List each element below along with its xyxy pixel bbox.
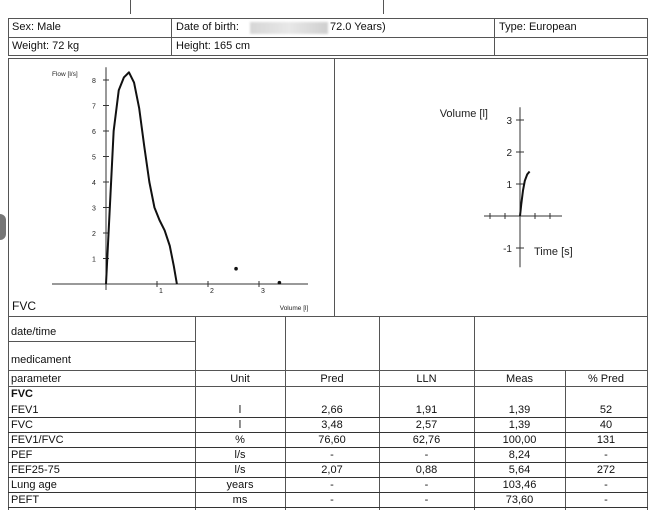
flow-y-axis-label: Flow [l/s]	[52, 71, 78, 78]
row-unit: ms	[232, 494, 248, 506]
row-parameter: FVC	[11, 419, 33, 431]
col-header-pred: Pred	[320, 373, 344, 385]
vt-y-tick-label: 2	[506, 148, 512, 159]
row-parameter: Lung age	[11, 479, 57, 491]
flow-y-tick-label: 4	[92, 180, 96, 187]
height-field: Height: 165 cm	[176, 40, 250, 52]
medicament-label: medicament	[11, 354, 71, 366]
row-meas: 73,60	[505, 494, 534, 506]
row-unit: l/s	[234, 464, 246, 476]
flow-y-tick-label: 8	[92, 78, 96, 85]
type-field: Type: European	[499, 21, 577, 33]
row-parameter: PEF	[11, 449, 33, 461]
binder-hole	[0, 214, 6, 240]
row-unit: %	[235, 434, 245, 446]
flow-y-tick-label: 7	[92, 104, 96, 111]
flow-x-tick-label: 3	[261, 288, 265, 295]
weight-field: Weight: 72 kg	[12, 40, 80, 52]
row-parameter: PEFT	[11, 494, 40, 506]
vt-y-tick-label: 1	[506, 180, 512, 191]
volume-time-curve	[519, 170, 531, 217]
charts-frame	[8, 58, 648, 316]
row-lln: 1,91	[415, 404, 438, 416]
flow-y-tick-label: 5	[92, 155, 96, 162]
row-pred: 76,60	[318, 434, 346, 446]
section-title-fvc: FVC	[11, 388, 33, 400]
col-header-lln: LLN	[416, 373, 437, 385]
row-unit: l/s	[234, 449, 246, 461]
row-meas: 103,46	[502, 479, 537, 491]
patient-header: Sex: Male Weight: 72 kg Date of birth: 7…	[8, 18, 648, 56]
row-unit: l	[238, 404, 242, 416]
row-meas: 1,39	[508, 419, 531, 431]
row-meas: 8,24	[508, 449, 531, 461]
row-pred: -	[330, 479, 334, 491]
col-header-pct-pred: % Pred	[587, 373, 625, 385]
row-pct: 131	[596, 434, 616, 446]
fvc-chart-label: FVC	[12, 299, 36, 313]
flow-marker-point	[277, 280, 282, 285]
row-pct: 272	[596, 464, 616, 476]
flow-x-tick-label: 2	[210, 288, 214, 295]
row-lln: 62,76	[412, 434, 441, 446]
row-pred: 2,66	[321, 404, 343, 416]
flow-y-tick-label: 3	[92, 206, 96, 213]
row-unit: years	[226, 479, 254, 491]
row-unit: l	[238, 419, 242, 431]
top-divider-2	[383, 0, 384, 14]
col-header-parameter: parameter	[11, 373, 62, 385]
row-pred: -	[330, 449, 334, 461]
row-meas: 1,39	[508, 404, 531, 416]
dob-label: Date of birth:	[176, 21, 239, 33]
col-header-meas: Meas	[506, 373, 533, 385]
row-parameter: FEV1/FVC	[11, 434, 64, 446]
row-lln: -	[424, 449, 429, 461]
flow-y-tick-label: 2	[92, 231, 96, 238]
row-lln: 0,88	[415, 464, 438, 476]
flow-volume-curve	[105, 71, 178, 285]
flow-x-tick-label: 1	[159, 288, 163, 295]
row-pred: 2,07	[321, 464, 343, 476]
row-pct: -	[604, 479, 608, 491]
row-parameter: FEF25-75	[11, 464, 60, 476]
dob-age: 72.0 Years)	[330, 21, 386, 33]
row-pct: 52	[599, 404, 613, 416]
row-pct: -	[604, 494, 608, 506]
vt-y-tick-label: -1	[503, 244, 512, 255]
vt-y-tick-label: 3	[506, 116, 512, 127]
row-lln: 2,57	[415, 419, 438, 431]
flow-y-tick-label: 6	[92, 129, 96, 136]
volume-time-chart: 3 2 1 -1 Volume [l] Time [s]	[440, 107, 573, 268]
row-meas: 100,00	[502, 434, 537, 446]
vt-x-axis-label: Time [s]	[534, 246, 573, 258]
col-header-unit: Unit	[230, 373, 250, 385]
row-pred: 3,48	[321, 419, 343, 431]
row-pct: 40	[599, 419, 613, 431]
row-meas: 5,64	[508, 464, 531, 476]
results-table: date/time medicament parameter Unit Pred…	[8, 316, 648, 510]
flow-x-axis-label: Volume [l]	[280, 305, 309, 312]
flow-y-tick-label: 1	[92, 257, 96, 264]
row-pred: -	[330, 494, 334, 506]
top-divider-1	[130, 0, 131, 14]
row-pct: -	[604, 449, 608, 461]
flow-marker-point	[234, 266, 238, 271]
sex-field: Sex: Male	[12, 21, 61, 33]
date-time-label: date/time	[11, 326, 57, 338]
flow-volume-chart: 1 2 3 4 5 6 7 8 1 2 3 Flow [l/s] Volume [l]	[52, 67, 309, 312]
redacted-date	[250, 22, 328, 34]
row-lln: -	[424, 479, 429, 491]
row-parameter: FEV1	[11, 404, 39, 416]
vt-y-axis-label: Volume [l]	[440, 108, 488, 120]
row-lln: -	[424, 494, 429, 506]
